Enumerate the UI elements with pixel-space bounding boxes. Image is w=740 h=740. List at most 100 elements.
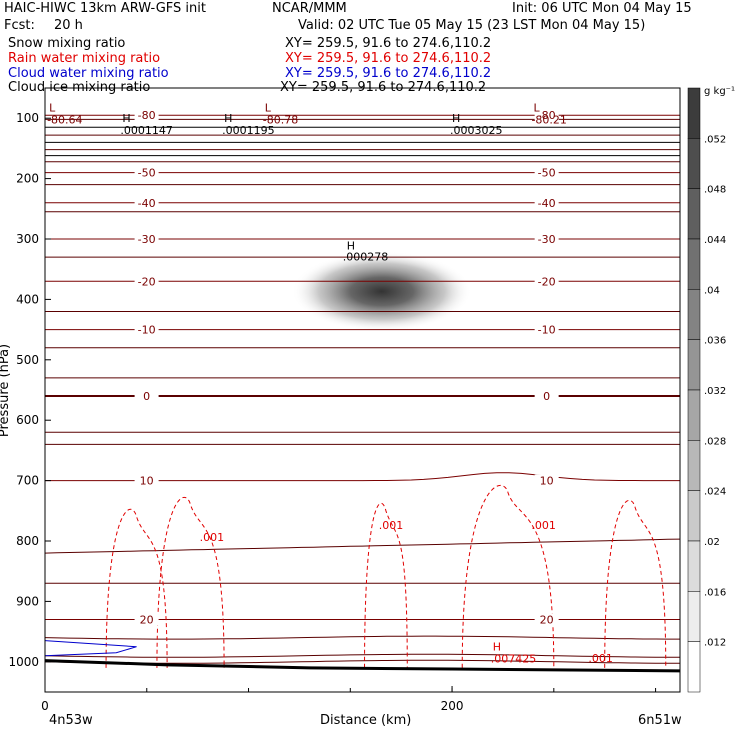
field-name-snow: Snow mixing ratio [8,36,126,51]
contour-label-bg [534,166,559,179]
field-xy-rain: XY= 259.5, 91.6 to 274.6,110.2 [285,51,492,66]
y-tick-label: 100 [16,111,39,125]
y-tick-label: 400 [16,292,39,306]
extremum-value: .0001147 [120,124,173,137]
y-tick-label: 200 [16,172,39,186]
contour-label-20: 20 [540,614,554,627]
field-name-cloud-water: Cloud water mixing ratio [8,66,169,81]
contour-label-bg [534,613,559,626]
colorbar-bin [687,138,701,189]
extremum-value: -80.21 [531,113,566,126]
contour-label-bg [534,474,559,487]
colorbar-bin [687,289,701,340]
colorbar-tick-label: .02 [704,537,720,548]
x-tick-label: 200 [441,699,464,713]
rain-contour-label: .001 [588,652,613,665]
colorbar-tick-label: .052 [704,134,726,145]
y-tick-label: 700 [16,474,39,488]
colorbar-bin [687,440,701,491]
contour-label-bg [134,474,159,487]
field-xy-snow: XY= 259.5, 91.6 to 274.6,110.2 [285,36,492,51]
y-tick-label: 900 [16,594,39,608]
colorbar-bin [687,540,701,592]
extremum-marker: H [224,112,232,125]
colorbar-tick-label: .04 [704,285,720,296]
contour-label--10: -10 [138,324,156,337]
colorbar-bin [687,339,701,391]
plot-frame [44,87,681,693]
contour-label-20: 20 [140,614,154,627]
rain-contour-plume [461,485,555,668]
contour-label-bg [534,233,559,245]
contour-label--20: -20 [538,275,556,288]
rain-contour-plume [156,496,225,668]
colorbar-tick-label: .048 [704,185,726,196]
colorbar-bin [687,87,701,139]
contour-label-bg [134,196,159,209]
extremum-value: -80.78 [263,113,298,126]
snow-max-value: .000278 [343,250,389,263]
contour-label-bg [134,166,159,179]
contour-label-bg [134,109,159,122]
temperature-contour-line [44,538,681,554]
x-end-label: 6n51w [638,713,682,728]
colorbar-tick-label: .024 [704,487,726,498]
contour-label--50: -50 [138,167,156,180]
extremum-marker: L [49,101,56,114]
y-tick-label: 1000 [8,655,39,669]
colorbar-bin [687,641,701,693]
colorbar-bin [687,389,701,441]
contour-label--20: -20 [138,275,156,288]
x-tick-label: 0 [41,699,49,713]
y-tick-label: 500 [16,353,39,367]
extremum-value: -80.64 [47,113,82,126]
contour-label--50: -50 [538,167,556,180]
y-tick-label: 800 [16,534,39,548]
cloud-water-contour [44,640,137,657]
colorbar-tick-label: .044 [704,235,726,246]
contour-label-0: 0 [543,390,550,403]
model-title: HAIC-HIWC 13km ARW-GFS init [4,1,206,16]
rain-contour-label: .001 [200,531,225,544]
contour-label-bg [134,323,159,336]
snow-max-marker: H [347,239,355,252]
contour-label-bg [134,233,159,245]
contour-label--80: -80 [138,109,156,122]
colorbar-bin [687,188,701,240]
x-start-label: 4n53w [49,713,93,728]
extremum-value: .0001195 [222,124,275,137]
extremum-marker: H [122,112,130,125]
colorbar-tick-label: .032 [704,386,726,397]
rain-contour-plume [604,499,667,668]
extremum-value: .007425 [491,653,537,666]
colorbar-bin [687,238,701,290]
colorbar-tick-label: .036 [704,336,726,347]
rain-contour-label: .001 [379,519,404,532]
org-label: NCAR/MMM [272,1,347,16]
contour-label-bg [534,323,559,336]
contour-label--40: -40 [538,197,556,210]
contour-label-bg [134,275,159,288]
contour-label-bg [534,275,559,288]
contour-label-10: 10 [540,475,554,488]
fcst-value: 20 h [54,18,83,33]
colorbar-tick-label: .016 [704,587,726,598]
colorbar-tick-label: .012 [704,638,726,649]
rain-contour-plume [105,508,168,668]
valid-time: Valid: 02 UTC Tue 05 May 15 (23 LST Mon … [298,18,646,33]
extremum-marker: L [265,101,272,114]
y-tick-label: 600 [16,413,39,427]
contour-label--10: -10 [538,324,556,337]
contour-label-bg [134,613,159,626]
y-tick-label: 300 [16,232,39,246]
temperature-contour-line [44,653,681,658]
contour-label--30: -30 [138,233,156,246]
terrain-line [44,659,681,673]
contour-label-bg [534,109,559,122]
init-time: Init: 06 UTC Mon 04 May 15 [512,1,692,16]
colorbar-tick-label: .028 [704,436,726,447]
extremum-value: .0003025 [450,124,503,137]
colorbar-bin [687,490,701,542]
x-axis-label: Distance (km) [320,713,412,728]
